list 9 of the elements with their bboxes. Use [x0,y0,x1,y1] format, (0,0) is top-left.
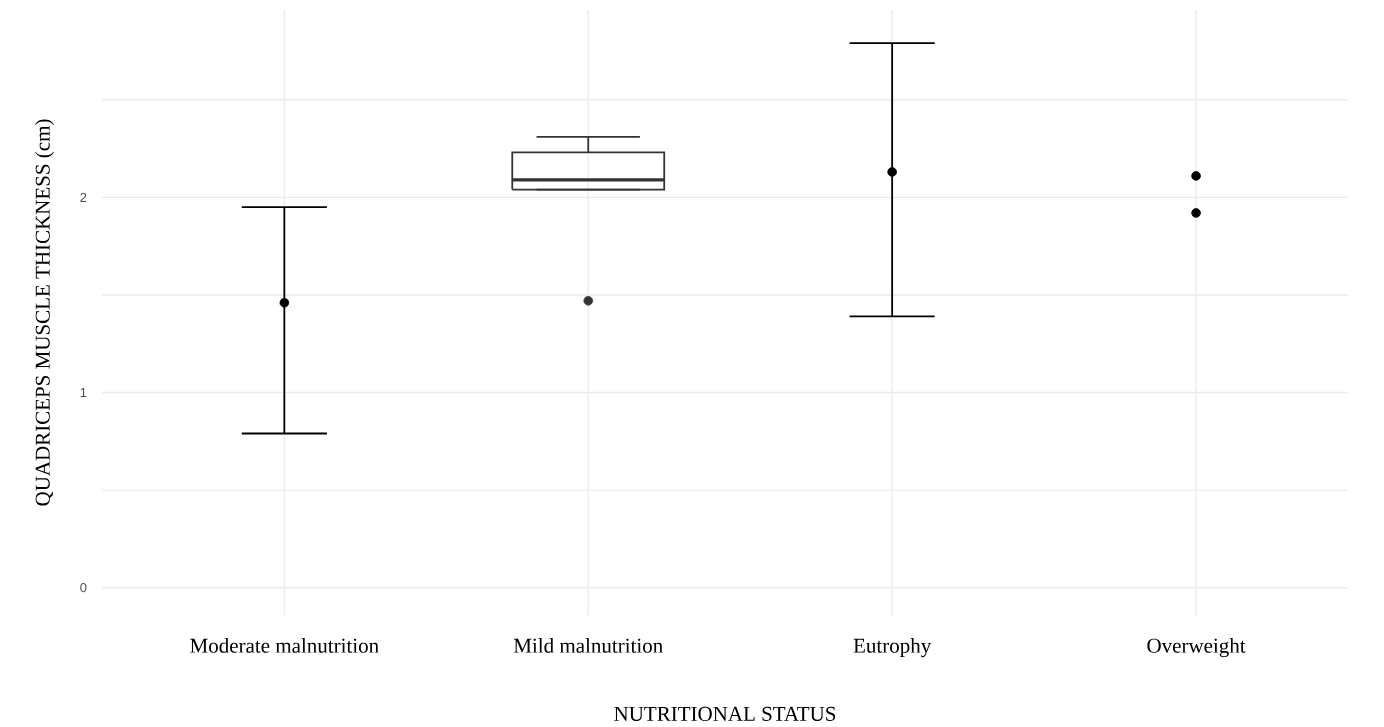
y-tick-label: 1 [80,388,87,397]
x-tick-label: Moderate malnutrition [190,638,379,653]
y-axis-title: QUADRICEPS MUSCLE THICKNESS (cm) [35,119,55,506]
y-tick-label: 2 [80,192,87,202]
x-tick-label: Eutrophy [853,638,932,658]
x-tick-label: Mild malnutrition [513,638,663,653]
x-axis-title: NUTRITIONAL STATUS [614,706,836,721]
x-tick-label: Overweight [1147,638,1246,658]
y-tick-label: 0 [80,583,87,593]
